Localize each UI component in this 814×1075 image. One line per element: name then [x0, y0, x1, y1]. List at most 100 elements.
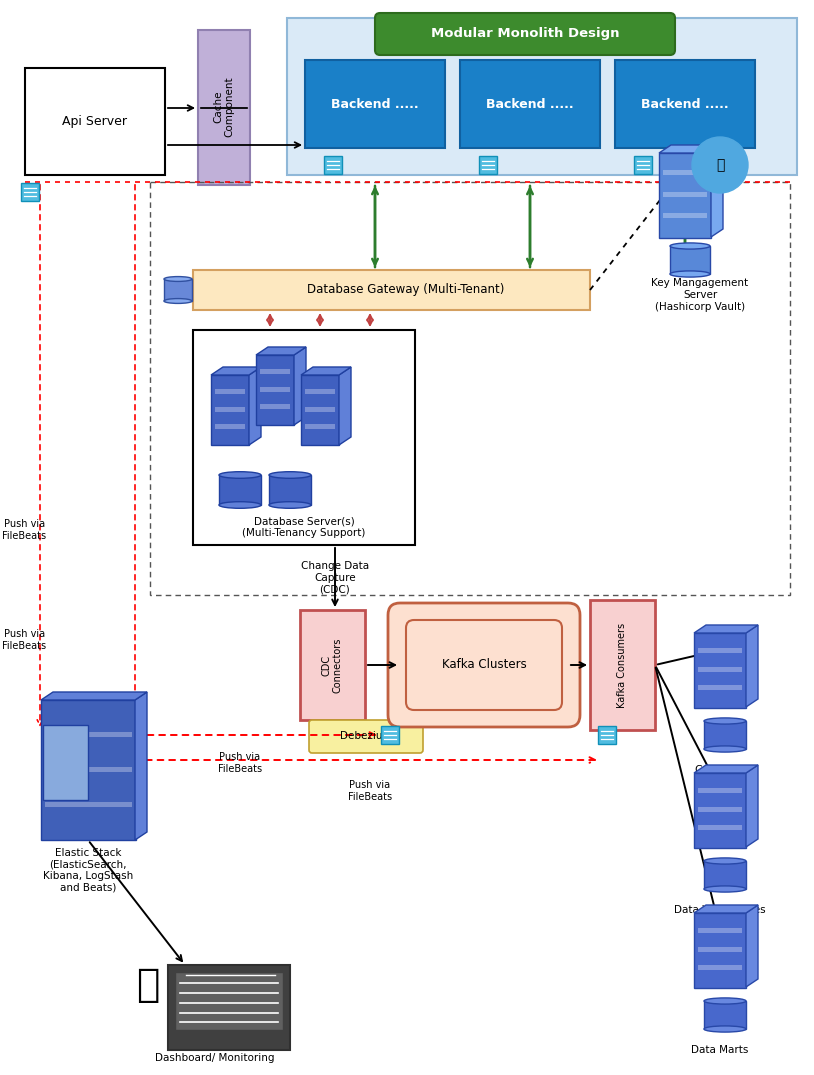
FancyBboxPatch shape: [704, 721, 746, 749]
FancyBboxPatch shape: [670, 246, 710, 274]
Polygon shape: [256, 347, 306, 355]
Polygon shape: [135, 692, 147, 840]
Text: Kafka Clusters: Kafka Clusters: [442, 659, 527, 672]
FancyBboxPatch shape: [260, 404, 290, 408]
FancyBboxPatch shape: [43, 725, 88, 800]
FancyBboxPatch shape: [305, 424, 335, 429]
FancyBboxPatch shape: [698, 648, 742, 653]
Polygon shape: [41, 692, 147, 700]
FancyBboxPatch shape: [634, 156, 652, 174]
Ellipse shape: [670, 243, 710, 249]
Text: Change Data
Capture
(CDC): Change Data Capture (CDC): [301, 561, 369, 594]
Text: Dashboard/ Monitoring: Dashboard/ Monitoring: [155, 1054, 275, 1063]
Polygon shape: [694, 625, 758, 633]
Polygon shape: [746, 625, 758, 707]
Polygon shape: [746, 765, 758, 847]
Polygon shape: [659, 145, 723, 153]
Text: Backend .....: Backend .....: [331, 98, 419, 111]
Text: Api Server: Api Server: [63, 115, 128, 128]
Polygon shape: [249, 367, 261, 445]
FancyBboxPatch shape: [590, 600, 655, 730]
FancyBboxPatch shape: [305, 389, 335, 395]
FancyBboxPatch shape: [164, 280, 192, 301]
FancyBboxPatch shape: [694, 773, 746, 848]
Text: Backend .....: Backend .....: [486, 98, 574, 111]
FancyBboxPatch shape: [324, 156, 342, 174]
Text: CDC
Connectors: CDC Connectors: [322, 637, 343, 692]
FancyBboxPatch shape: [698, 666, 742, 672]
FancyBboxPatch shape: [287, 18, 797, 175]
FancyBboxPatch shape: [211, 375, 249, 445]
Ellipse shape: [219, 472, 261, 478]
FancyBboxPatch shape: [269, 475, 311, 505]
FancyBboxPatch shape: [219, 475, 261, 505]
FancyBboxPatch shape: [305, 60, 445, 148]
FancyBboxPatch shape: [694, 633, 746, 708]
Text: Database Gateway (Multi-Tenant): Database Gateway (Multi-Tenant): [308, 284, 505, 297]
FancyBboxPatch shape: [698, 947, 742, 952]
Polygon shape: [694, 765, 758, 773]
FancyBboxPatch shape: [381, 726, 399, 744]
FancyBboxPatch shape: [215, 407, 245, 412]
Polygon shape: [301, 367, 351, 375]
FancyBboxPatch shape: [698, 685, 742, 690]
FancyBboxPatch shape: [698, 928, 742, 933]
FancyBboxPatch shape: [25, 68, 165, 175]
Text: Push via
FileBeats: Push via FileBeats: [2, 629, 46, 650]
Text: Push via
FileBeats: Push via FileBeats: [348, 780, 392, 802]
Text: 👤: 👤: [136, 966, 160, 1004]
Circle shape: [692, 137, 748, 194]
FancyBboxPatch shape: [260, 369, 290, 374]
FancyBboxPatch shape: [305, 407, 335, 412]
Text: Data Warehouses: Data Warehouses: [674, 905, 766, 915]
FancyBboxPatch shape: [698, 788, 742, 793]
FancyBboxPatch shape: [256, 355, 294, 425]
Ellipse shape: [704, 746, 746, 752]
FancyBboxPatch shape: [659, 153, 711, 238]
FancyBboxPatch shape: [388, 603, 580, 727]
Ellipse shape: [269, 502, 311, 508]
FancyBboxPatch shape: [45, 732, 132, 737]
FancyBboxPatch shape: [45, 766, 132, 772]
FancyBboxPatch shape: [175, 972, 283, 1030]
Text: Push via
FileBeats: Push via FileBeats: [218, 752, 262, 774]
Text: Key Mangagement
Server
(Hashicorp Vault): Key Mangagement Server (Hashicorp Vault): [651, 278, 749, 312]
FancyBboxPatch shape: [21, 183, 39, 201]
Ellipse shape: [704, 886, 746, 892]
Ellipse shape: [164, 299, 192, 303]
Ellipse shape: [269, 472, 311, 478]
Polygon shape: [339, 367, 351, 445]
FancyBboxPatch shape: [663, 192, 707, 197]
Text: Backend .....: Backend .....: [641, 98, 729, 111]
FancyBboxPatch shape: [215, 389, 245, 395]
Text: 🔒: 🔒: [716, 158, 724, 172]
Ellipse shape: [164, 276, 192, 282]
FancyBboxPatch shape: [309, 720, 423, 752]
FancyBboxPatch shape: [301, 375, 339, 445]
Text: Modular Monolith Design: Modular Monolith Design: [431, 28, 619, 41]
FancyBboxPatch shape: [704, 861, 746, 889]
Text: Kafka Consumers: Kafka Consumers: [617, 622, 627, 707]
FancyBboxPatch shape: [406, 620, 562, 710]
FancyBboxPatch shape: [260, 387, 290, 392]
FancyBboxPatch shape: [698, 825, 742, 830]
FancyBboxPatch shape: [193, 330, 415, 545]
Text: Debezium: Debezium: [339, 731, 392, 741]
Polygon shape: [694, 905, 758, 913]
Text: Cache
Component: Cache Component: [213, 76, 234, 138]
FancyBboxPatch shape: [698, 807, 742, 812]
Polygon shape: [711, 145, 723, 236]
FancyBboxPatch shape: [698, 965, 742, 970]
Text: Elastic Stack
(ElasticSearch,
Kibana, LogStash
and Beats): Elastic Stack (ElasticSearch, Kibana, Lo…: [43, 847, 133, 892]
FancyBboxPatch shape: [663, 170, 707, 175]
Polygon shape: [746, 905, 758, 987]
Ellipse shape: [219, 502, 261, 508]
FancyBboxPatch shape: [300, 610, 365, 720]
FancyBboxPatch shape: [193, 270, 590, 310]
Polygon shape: [211, 367, 261, 375]
FancyBboxPatch shape: [45, 802, 132, 807]
FancyBboxPatch shape: [663, 213, 707, 218]
Ellipse shape: [704, 1026, 746, 1032]
FancyBboxPatch shape: [598, 726, 616, 744]
FancyBboxPatch shape: [615, 60, 755, 148]
